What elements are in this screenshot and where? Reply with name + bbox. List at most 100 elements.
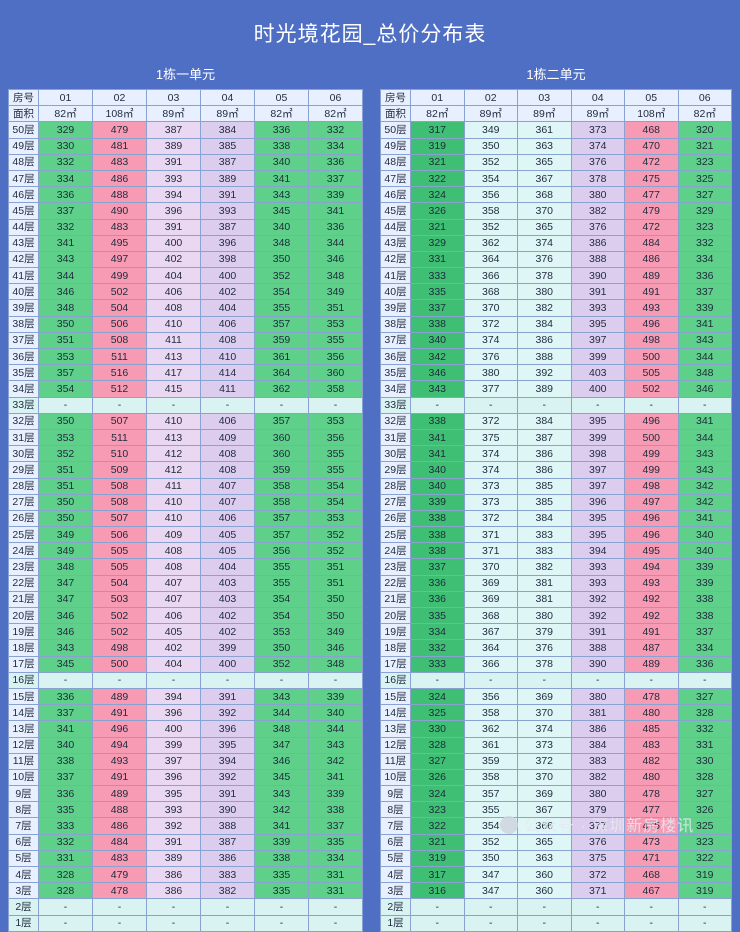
price-cell: 347 xyxy=(38,590,93,609)
price-cell: 492 xyxy=(624,590,679,609)
price-cell: 382 xyxy=(570,202,625,220)
price-cell: 334 xyxy=(677,250,732,269)
floor-label: 16层 xyxy=(8,671,39,689)
floor-label: 44层 xyxy=(8,218,39,236)
price-cell: 317 xyxy=(410,865,465,884)
table-row: 49层 330 481 389 385 338 334 xyxy=(8,137,363,155)
price-cell: 349 xyxy=(308,623,363,641)
price-cell: 321 xyxy=(410,218,465,236)
price-cell: 411 xyxy=(146,331,201,350)
price-cell: 402 xyxy=(200,623,255,641)
price-cell: 362 xyxy=(463,234,518,252)
room-number-header-cell: 05 xyxy=(254,88,309,107)
price-cell: - xyxy=(254,396,309,414)
price-cell: 334 xyxy=(38,169,93,188)
price-cell: 347 xyxy=(463,882,518,900)
price-cell: 340 xyxy=(410,331,465,350)
price-cell: 340 xyxy=(410,461,465,479)
price-cell: 368 xyxy=(517,186,572,204)
floor-label: 39层 xyxy=(8,299,39,317)
price-cell: 475 xyxy=(624,817,679,835)
price-cell: - xyxy=(200,396,255,414)
price-cell: 365 xyxy=(517,833,572,851)
table-row: 27层 339 373 385 396 497 342 xyxy=(380,493,732,511)
price-cell: 332 xyxy=(38,218,93,236)
price-cell: 408 xyxy=(200,445,255,463)
table-row: 18层 332 364 376 388 487 334 xyxy=(380,639,732,657)
price-cell: 354 xyxy=(254,606,309,625)
price-cell: - xyxy=(146,898,201,916)
price-cell: 352 xyxy=(308,526,363,544)
price-cell: 357 xyxy=(254,526,309,544)
price-cell: 346 xyxy=(38,606,93,625)
table-row: 12层 328 361 373 384 483 331 xyxy=(380,736,732,754)
floor-label: 15层 xyxy=(380,687,411,706)
price-cell: 356 xyxy=(308,428,363,447)
price-cell: 378 xyxy=(517,267,572,285)
price-cell: 328 xyxy=(38,865,93,884)
price-cell: 397 xyxy=(146,752,201,770)
floor-label: 13层 xyxy=(380,720,411,738)
price-cell: 336 xyxy=(38,687,93,706)
price-cell: 334 xyxy=(410,623,465,641)
price-cell: 319 xyxy=(677,865,732,884)
price-cell: 364 xyxy=(254,364,309,382)
price-cell: 323 xyxy=(677,153,732,171)
table-row: 40层 346 502 406 402 354 349 xyxy=(8,283,363,301)
floor-label: 7层 xyxy=(8,817,39,835)
price-cell: 339 xyxy=(308,687,363,706)
price-cell: 507 xyxy=(92,509,147,528)
price-distribution-page: 时光境花园_总价分布表 1栋一单元 1栋二单元 房号 01 02 03 04 05 06 面积… xyxy=(8,23,732,932)
price-cell: 379 xyxy=(517,623,572,641)
room-number-header-cell: 06 xyxy=(308,88,363,107)
price-cell: 354 xyxy=(38,380,93,398)
price-cell: 355 xyxy=(308,331,363,350)
price-cell: 336 xyxy=(308,153,363,171)
price-cell: 376 xyxy=(570,833,625,851)
price-cell: 366 xyxy=(463,655,518,673)
price-cell: 369 xyxy=(517,687,572,706)
table-row: 50层 317 349 361 373 468 320 xyxy=(380,121,732,139)
price-cell: 326 xyxy=(410,202,465,220)
price-cell: 485 xyxy=(624,720,679,738)
floor-label: 22层 xyxy=(380,574,411,592)
price-cell: 353 xyxy=(254,623,309,641)
price-cell: 358 xyxy=(254,477,309,495)
price-cell: 410 xyxy=(200,347,255,366)
price-cell: 399 xyxy=(146,736,201,754)
table-row: 21层 336 369 381 392 492 338 xyxy=(380,590,732,609)
floor-label: 10层 xyxy=(8,768,39,787)
table-row: 42层 343 497 402 398 350 346 xyxy=(8,250,363,269)
price-cell: 500 xyxy=(92,655,147,673)
price-cell: 335 xyxy=(38,801,93,819)
price-cell: 355 xyxy=(254,574,309,592)
table-row: 36层 353 511 413 410 361 356 xyxy=(8,347,363,366)
price-cell: 323 xyxy=(677,833,732,851)
table-row: 34层 354 512 415 411 362 358 xyxy=(8,380,363,398)
price-cell: 381 xyxy=(517,574,572,592)
floor-label: 2层 xyxy=(380,898,411,916)
price-cell: 362 xyxy=(254,380,309,398)
price-cell: 406 xyxy=(200,509,255,528)
floor-label: 6层 xyxy=(8,833,39,851)
price-cell: 357 xyxy=(254,509,309,528)
floor-label: 20层 xyxy=(8,606,39,625)
price-cell: 335 xyxy=(308,833,363,851)
price-cell: 339 xyxy=(677,558,732,576)
price-cell: 336 xyxy=(677,655,732,673)
price-cell: 504 xyxy=(92,574,147,592)
floor-label: 27层 xyxy=(380,493,411,511)
price-cell: 391 xyxy=(200,186,255,204)
price-cell: 414 xyxy=(200,364,255,382)
room-number-header-cell: 02 xyxy=(92,88,147,107)
price-cell: 322 xyxy=(410,817,465,835)
price-cell: 349 xyxy=(38,526,93,544)
price-cell: 407 xyxy=(200,493,255,511)
floor-label: 12层 xyxy=(8,736,39,754)
room-number-header-cell: 05 xyxy=(624,88,679,107)
price-cell: 341 xyxy=(38,234,93,252)
price-cell: 338 xyxy=(410,509,465,528)
price-cell: 343 xyxy=(38,639,93,657)
price-cell: - xyxy=(254,914,309,932)
table-row: 16层 - - - - - - xyxy=(8,671,363,689)
